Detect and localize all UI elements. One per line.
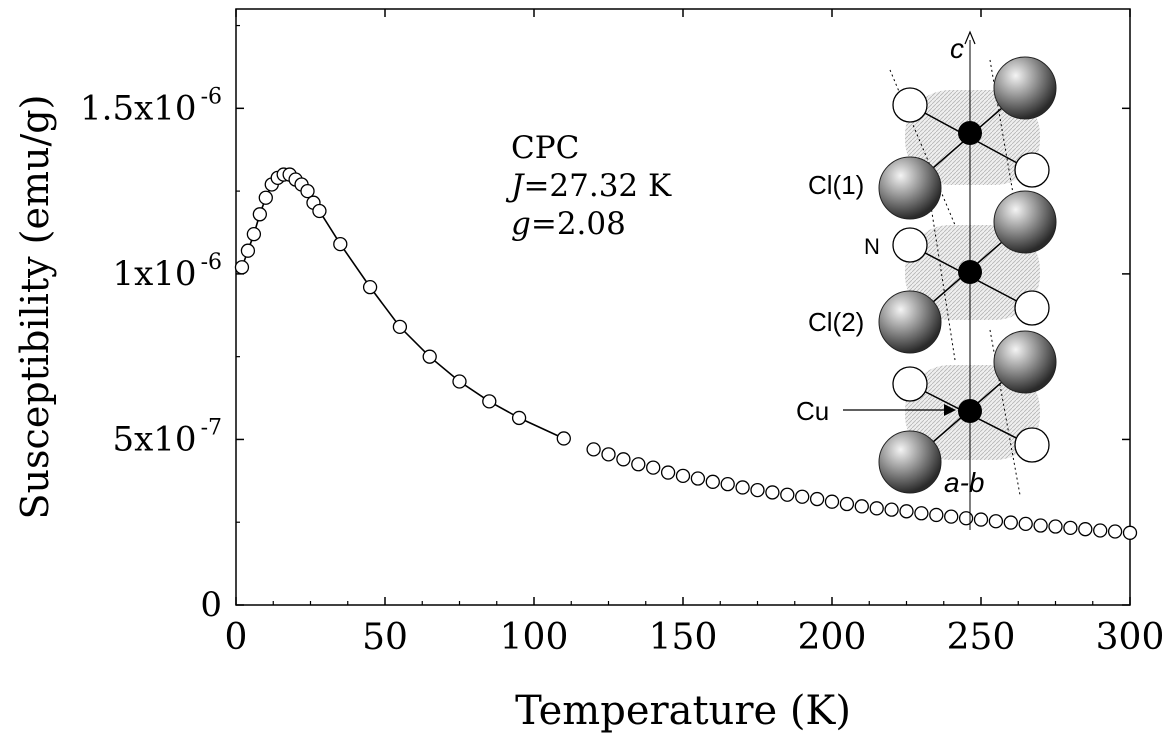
y-tick-exponent: -7	[201, 415, 222, 440]
guide-line-3	[929, 199, 956, 361]
inset-axis-c: c	[950, 33, 964, 64]
data-point	[333, 236, 348, 252]
x-axis-title: Temperature (K)	[515, 688, 851, 734]
data-point	[511, 410, 527, 426]
data-point	[720, 476, 735, 492]
data-point	[780, 487, 795, 502]
data-point	[854, 499, 869, 514]
data-point	[1033, 518, 1048, 533]
data-point	[973, 512, 989, 527]
data-point	[601, 447, 616, 462]
annotation-exchange: J=27.32 K	[505, 168, 672, 204]
data-point	[750, 482, 765, 498]
data-point	[1122, 525, 1138, 540]
y-tick-label: 1x10 -6	[112, 250, 222, 294]
y-tick-mantissa: 1x10	[112, 254, 196, 294]
data-point	[660, 465, 676, 480]
data-point	[809, 491, 825, 507]
x-tick-label: 250	[947, 617, 1016, 658]
annotation-j-symbol: J	[505, 168, 525, 204]
data-point	[246, 227, 262, 242]
data-point	[1063, 520, 1078, 536]
x-tick-label: 150	[649, 617, 718, 658]
inset-label-cu: Cu	[796, 396, 829, 426]
x-axis-ticks: 0 50 100 150 200 250 300	[225, 9, 1164, 658]
data-point	[690, 471, 706, 486]
data-point	[914, 506, 929, 521]
data-point	[824, 494, 840, 509]
data-point	[765, 485, 780, 500]
data-point	[944, 509, 959, 524]
x-tick-label: 100	[500, 617, 569, 658]
x-tick-label: 0	[225, 617, 248, 658]
y-tick-label: 0	[200, 585, 222, 625]
data-point	[795, 489, 810, 504]
annotation-g-value: =2.08	[531, 206, 626, 242]
annotation-gfactor: g=2.08	[511, 206, 626, 242]
data-point	[234, 260, 250, 275]
data-point	[300, 183, 315, 199]
y-axis-title: Susceptibility (emu/g)	[13, 95, 57, 520]
data-point	[1078, 522, 1093, 537]
y-tick-mantissa: 0	[200, 585, 222, 625]
x-tick-label: 50	[362, 617, 408, 658]
data-point	[1018, 516, 1033, 532]
data-point	[929, 507, 944, 523]
data-point	[1093, 523, 1108, 538]
y-tick-mantissa: 5x10	[112, 419, 196, 459]
data-point	[422, 349, 437, 364]
annotation-sample-name: CPC	[511, 130, 579, 166]
data-point	[705, 474, 720, 489]
data-point	[869, 501, 884, 516]
copper-atoms	[958, 121, 982, 423]
data-point	[1003, 515, 1018, 530]
data-point	[258, 190, 273, 205]
y-tick-exponent: -6	[201, 84, 222, 109]
fit-annotation: CPC J=27.32 K g=2.08	[505, 130, 672, 242]
crystal-structure-inset: c Cl(1) N Cl(2) Cu a-b	[796, 30, 1057, 530]
data-point	[312, 203, 327, 219]
data-point	[240, 243, 256, 258]
data-point	[675, 468, 691, 484]
inset-label-n: N	[864, 234, 880, 259]
data-point	[252, 207, 267, 222]
data-points	[234, 167, 1138, 540]
data-point	[556, 431, 571, 446]
y-tick-exponent: -6	[201, 250, 222, 275]
y-tick-mantissa: 1.5x10	[80, 88, 197, 128]
data-point	[631, 457, 646, 472]
x-tick-label: 200	[798, 617, 867, 658]
data-point	[482, 394, 497, 409]
data-point	[884, 502, 899, 517]
nitrogen-atoms	[892, 87, 1050, 463]
data-point	[616, 452, 631, 467]
data-point	[958, 511, 974, 526]
data-point	[1048, 519, 1063, 534]
data-point	[586, 442, 601, 457]
c-axis-arrow-icon	[964, 30, 976, 45]
data-point	[839, 496, 855, 512]
guide-line-1	[889, 69, 956, 226]
data-point	[452, 374, 467, 389]
cu-pointer-arrow-icon	[944, 404, 956, 416]
data-point	[1107, 524, 1123, 539]
data-point	[899, 504, 914, 519]
inset-label-cl1: Cl(1)	[808, 170, 864, 200]
y-tick-label: 5x10 -7	[112, 415, 222, 459]
chlorine-atoms	[878, 56, 1057, 494]
annotation-j-value: =27.32 K	[523, 168, 672, 204]
data-point	[988, 514, 1004, 529]
data-point	[735, 480, 750, 495]
inset-axis-ab: a-b	[944, 467, 984, 498]
data-point	[392, 319, 408, 335]
annotation-g-symbol: g	[511, 206, 531, 242]
x-tick-label: 300	[1096, 617, 1164, 658]
data-point	[646, 460, 661, 475]
inset-label-cl2: Cl(2)	[808, 307, 864, 337]
data-point	[362, 279, 378, 295]
y-tick-label: 1.5x10 -6	[80, 84, 222, 128]
